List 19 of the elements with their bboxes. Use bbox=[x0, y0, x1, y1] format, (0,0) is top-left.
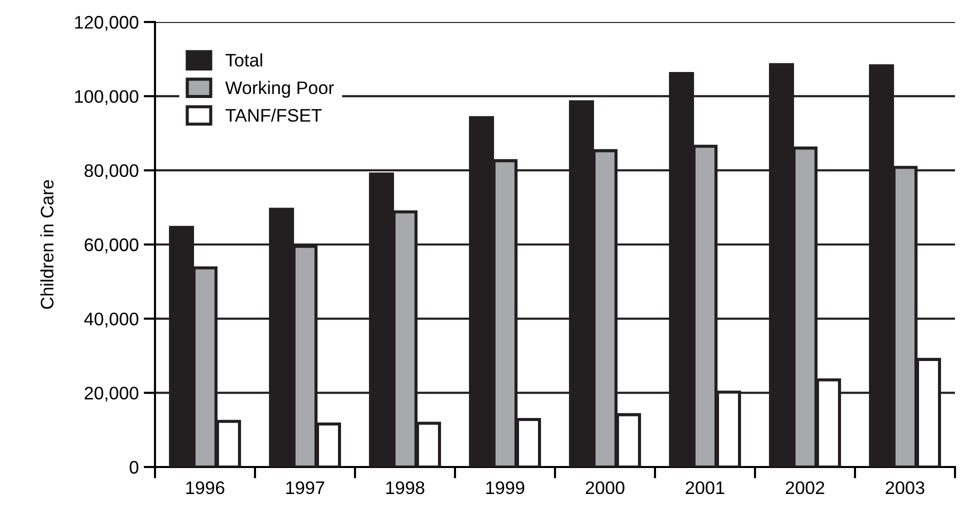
y-tick-label: 0 bbox=[130, 460, 138, 474]
legend-label: Total bbox=[226, 53, 262, 67]
y-tick-label: 60,000 bbox=[84, 238, 138, 254]
y-tick-label: 100,000 bbox=[75, 90, 138, 106]
x-tick-label: 2003 bbox=[886, 481, 924, 494]
x-tick-label: 1999 bbox=[486, 481, 524, 494]
x-tick-label: 1996 bbox=[186, 481, 224, 494]
legend-label: Working Poor bbox=[225, 80, 334, 98]
legend-label: TANF/FSET bbox=[226, 108, 322, 122]
x-tick-label: 2002 bbox=[786, 481, 824, 494]
x-tick-label: 2000 bbox=[586, 481, 624, 494]
x-tick-label: 1998 bbox=[386, 481, 424, 494]
y-tick-label: 120,000 bbox=[75, 16, 138, 31]
x-tick-label: 1997 bbox=[286, 481, 324, 494]
y-axis-title: Children in Care bbox=[40, 180, 54, 309]
y-tick-label: 20,000 bbox=[84, 386, 138, 402]
y-tick-label: 40,000 bbox=[84, 312, 138, 328]
y-tick-label: 80,000 bbox=[84, 164, 138, 180]
x-tick-label: 2001 bbox=[686, 481, 724, 494]
